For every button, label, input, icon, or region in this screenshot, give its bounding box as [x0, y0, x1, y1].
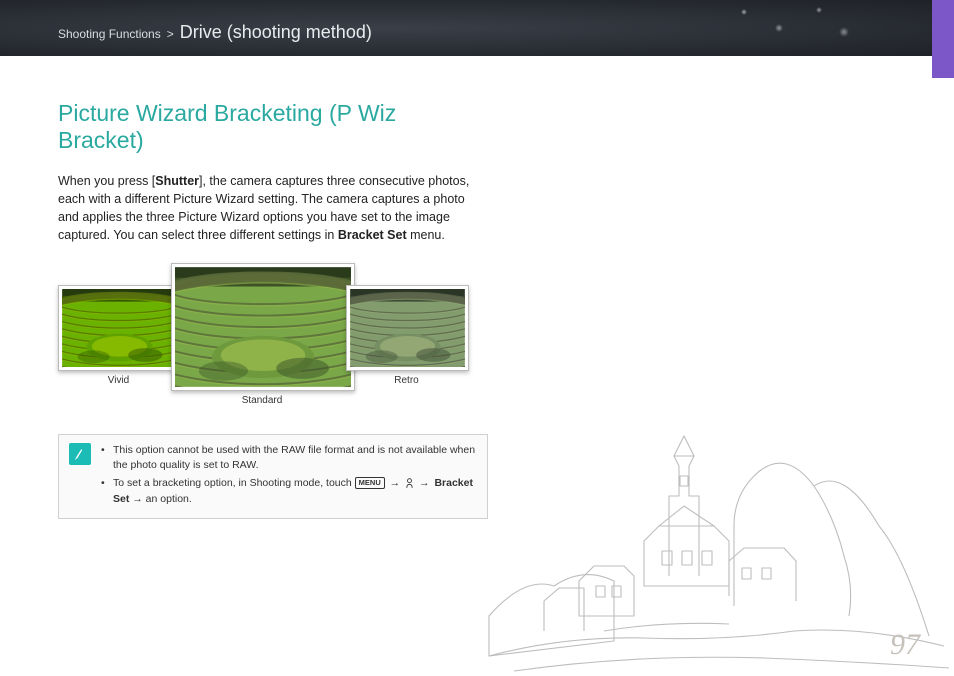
page-heading: Picture Wizard Bracketing (P Wiz Bracket…: [58, 100, 488, 154]
para-bold1: Shutter: [155, 174, 199, 188]
note-icon: [69, 443, 91, 465]
para-pre: When you press [: [58, 174, 155, 188]
note-list: This option cannot be used with the RAW …: [101, 443, 477, 510]
page-number: 97: [890, 628, 920, 662]
thumb-left: [58, 285, 181, 371]
thumb-label-right: Retro: [346, 375, 467, 386]
note-2-post: → an option.: [129, 493, 191, 505]
note-item-1: This option cannot be used with the RAW …: [101, 443, 477, 475]
note-item-2: To set a bracketing option, in Shooting …: [101, 476, 477, 508]
intro-paragraph: When you press [Shutter], the camera cap…: [58, 172, 488, 245]
village-illustration: [484, 376, 954, 676]
breadcrumb-sep: >: [167, 27, 174, 41]
thumb-right: [346, 285, 469, 371]
breadcrumb-section: Shooting Functions: [58, 27, 161, 41]
note-1-text: This option cannot be used with the RAW …: [113, 444, 475, 472]
breadcrumb: Shooting Functions > Drive (shooting met…: [58, 22, 372, 43]
main-content: Picture Wizard Bracketing (P Wiz Bracket…: [58, 100, 488, 519]
thumb-label-center: Standard: [171, 395, 353, 406]
note-box: This option cannot be used with the RAW …: [58, 434, 488, 519]
note-2-pre: To set a bracketing option, in Shooting …: [113, 477, 355, 489]
thumb-label-left: Vivid: [58, 375, 179, 386]
arrow-2: →: [419, 476, 430, 492]
para-bold2: Bracket Set: [338, 228, 407, 242]
thumb-center: [171, 263, 355, 391]
arrow-1: →: [390, 476, 401, 492]
menu-badge: MENU: [355, 477, 385, 489]
para-post: menu.: [407, 228, 445, 242]
breadcrumb-title: Drive (shooting method): [180, 22, 372, 43]
bracket-mode-icon: [405, 478, 414, 489]
thumbnail-row: Vivid: [58, 263, 488, 418]
section-tab: [932, 0, 954, 78]
